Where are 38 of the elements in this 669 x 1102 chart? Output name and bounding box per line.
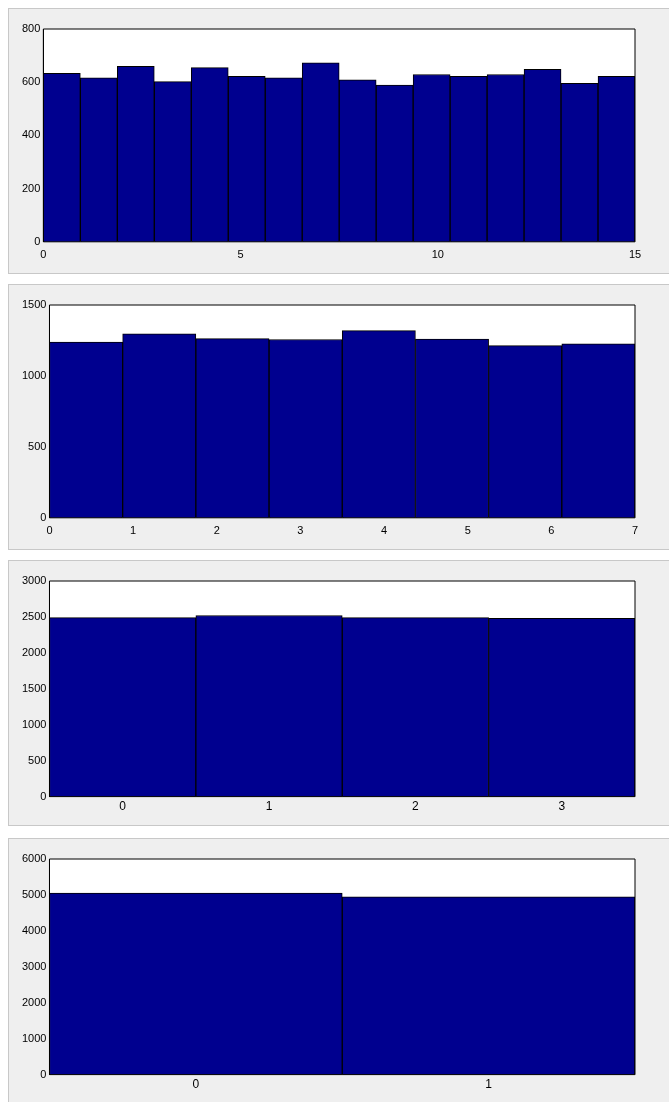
y-tick-label: 800 <box>21 22 41 35</box>
x-tick-label: 2 <box>213 524 220 537</box>
x-tick-label: 4 <box>381 524 388 537</box>
x-tick-label: 7 <box>631 524 639 537</box>
y-tick-label: 1000 <box>21 1031 47 1044</box>
x-tick-label: 1 <box>265 799 273 814</box>
y-tick-label: 1000 <box>21 717 47 730</box>
y-tick-label: 3000 <box>21 959 47 972</box>
x-tick-label: 10 <box>431 248 444 261</box>
y-tick-label: 500 <box>28 753 47 766</box>
x-tick-label: 0 <box>119 799 127 814</box>
x-tick-label: 15 <box>628 248 642 261</box>
y-tick-label: 2500 <box>21 609 47 622</box>
x-tick-label: 5 <box>464 524 471 537</box>
y-tick-label: 1000 <box>21 368 47 381</box>
y-tick-label: 6000 <box>21 852 47 865</box>
y-tick-label: 0 <box>40 1067 47 1080</box>
y-tick-label: 2000 <box>21 645 47 658</box>
y-tick-label: 4000 <box>21 923 47 936</box>
x-tick-label: 3 <box>558 799 566 814</box>
y-tick-label: 200 <box>21 181 41 194</box>
y-tick-label: 0 <box>40 510 47 523</box>
x-tick-label: 6 <box>548 524 555 537</box>
y-tick-label: 500 <box>28 439 47 452</box>
y-tick-label: 2000 <box>21 995 47 1008</box>
x-tick-label: 3 <box>297 524 304 537</box>
y-tick-label: 0 <box>34 234 41 247</box>
x-tick-label: 5 <box>237 248 244 261</box>
y-tick-label: 400 <box>21 128 41 141</box>
y-tick-label: 5000 <box>21 887 47 900</box>
y-tick-label: 600 <box>21 75 41 88</box>
y-tick-label: 0 <box>40 789 47 802</box>
y-tick-label: 1500 <box>21 298 47 311</box>
x-tick-label: 2 <box>412 799 420 814</box>
y-tick-label: 1500 <box>21 681 47 694</box>
y-tick-label: 3000 <box>21 574 47 587</box>
x-tick-label: 1 <box>485 1077 493 1092</box>
x-tick-label: 1 <box>130 524 137 537</box>
